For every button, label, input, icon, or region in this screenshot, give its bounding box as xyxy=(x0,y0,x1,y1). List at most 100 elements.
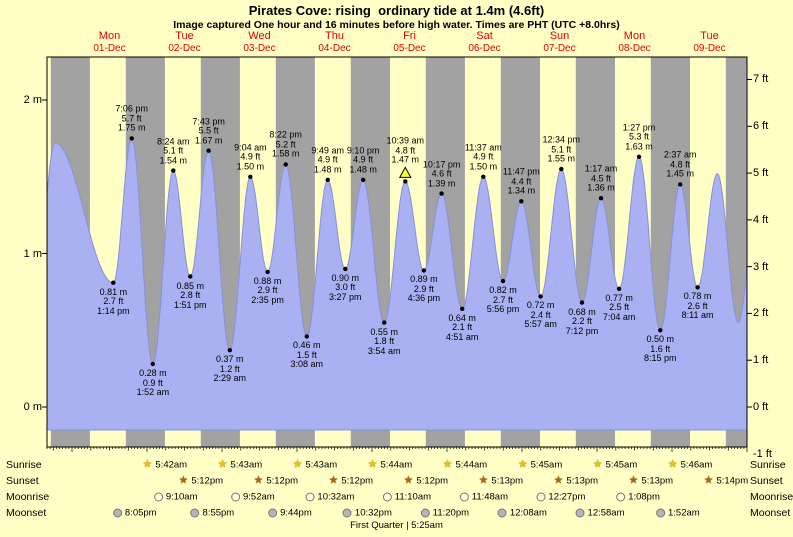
sunrise-entries: ★ 5:42am ★ 5:43am ★ 5:43am ★ 5:44am ★ 5:44am ★ 5:45… xyxy=(0,457,793,472)
sunrise-label-left: Sunrise xyxy=(6,458,42,471)
moonrise-entry: 12:27pm xyxy=(536,491,585,502)
time-label: 5:13pm xyxy=(641,475,674,486)
time-label: 9:52am xyxy=(243,491,275,502)
moonset-entry: 9:44pm xyxy=(268,507,312,518)
time-label: 12:27pm xyxy=(548,491,586,502)
sunset-entry: ★ 5:13pm xyxy=(553,474,599,487)
moonrise-moon-icon xyxy=(616,492,626,501)
time-label: 1:08pm xyxy=(628,491,660,502)
moonset-moon-icon xyxy=(268,508,278,517)
moonset-moon-icon xyxy=(342,508,352,517)
sunrise-row: Sunrise ★ 5:42am ★ 5:43am ★ 5:43am ★ 5:44am ★ 5:4… xyxy=(0,457,793,472)
sunset-star-icon: ★ xyxy=(403,474,414,486)
sunset-entry: ★ 5:12pm xyxy=(178,475,223,487)
moonrise-moon-icon xyxy=(459,492,469,501)
time-label: 11:10am xyxy=(394,491,432,502)
moonset-row: Moonset 8:05pm 8:55pm 9:44pm 10:32pm 11:20pm… xyxy=(0,505,793,520)
moonset-moon-icon xyxy=(112,508,122,517)
time-label: 5:44am xyxy=(380,459,413,470)
sunset-entry: ★ 5:12pm xyxy=(253,475,299,487)
time-label: 5:12pm xyxy=(266,475,299,486)
tide-extremum-dot xyxy=(500,278,506,284)
moon-phase-footer: First Quarter | 5:25am xyxy=(350,520,443,531)
tide-extremum-dot xyxy=(283,162,288,167)
moonrise-entries: 9:10am 9:52am 10:32am 11:10am 11:48am 12:27pm… xyxy=(0,489,793,504)
tide-extremum-dot xyxy=(361,177,366,182)
sunset-entry: ★ 5:14pm xyxy=(703,474,749,487)
tide-extremum-dot xyxy=(150,361,155,367)
moonrise-entry: 11:10am xyxy=(382,491,432,502)
tide-extremum-dot xyxy=(519,199,524,204)
sunset-star-icon: ★ xyxy=(328,474,339,486)
sunrise-star-icon: ★ xyxy=(517,458,528,470)
sunset-star-icon: ★ xyxy=(478,474,489,486)
moonrise-entry: 9:52am xyxy=(231,491,275,502)
tide-extremum-dot xyxy=(421,268,427,273)
sunrise-star-icon: ★ xyxy=(442,458,453,470)
sunset-star-icon: ★ xyxy=(703,474,714,486)
moonset-entry: 11:20pm xyxy=(420,507,469,518)
time-label: 10:32am xyxy=(317,491,355,502)
time-label: 11:48am xyxy=(471,491,509,502)
moonset-label-left: Moonset xyxy=(6,506,47,519)
tide-extremum-dot xyxy=(343,266,348,272)
time-label: 5:12pm xyxy=(341,475,374,486)
sunrise-entry: ★ 5:45am xyxy=(592,458,638,471)
tide-extremum-dot xyxy=(636,154,642,159)
tide-extremum-dot xyxy=(227,348,232,353)
time-label: 8:55pm xyxy=(202,507,235,518)
tide-extremum-dot xyxy=(188,274,193,279)
sunset-entry: ★ 5:13pm xyxy=(629,475,674,487)
moonrise-moon-icon xyxy=(231,492,240,501)
time-label: 12:08am xyxy=(509,507,547,518)
sunrise-entry: ★ 5:42am xyxy=(142,458,188,471)
sunrise-entry: ★ 5:46am xyxy=(667,458,713,471)
time-label: 5:45am xyxy=(605,459,638,470)
sunset-row: Sunset ★ 5:12pm ★ 5:12pm ★ 5:12pm ★ 5:12pm ★ 5:13… xyxy=(0,473,793,488)
sunrise-star-icon: ★ xyxy=(367,458,378,470)
sunset-entry: ★ 5:12pm xyxy=(328,474,374,487)
time-label: 5:45am xyxy=(530,459,563,470)
sunrise-star-icon: ★ xyxy=(592,458,603,470)
tide-extremum-dot xyxy=(171,168,176,173)
time-label: 12:58am xyxy=(587,507,625,518)
sunset-label-right: Sunset xyxy=(750,474,783,487)
tide-extremum-dot xyxy=(616,286,622,291)
sunset-star-icon: ★ xyxy=(553,474,564,486)
time-label: 10:32pm xyxy=(354,507,392,518)
current-time-marker xyxy=(398,166,412,178)
tide-extremum-dot xyxy=(325,177,330,182)
tide-extremum-dot xyxy=(111,280,116,285)
time-label: 5:42am xyxy=(155,459,188,470)
tide-extremum-dot xyxy=(248,174,253,179)
time-label: 8:05pm xyxy=(124,507,157,518)
moonrise-label-right: Moonrise xyxy=(750,490,793,503)
sunrise-star-icon: ★ xyxy=(142,458,153,470)
moonrise-entry: 1:08pm xyxy=(616,491,660,502)
sunset-label-left: Sunset xyxy=(6,474,39,487)
moonset-entries: 8:05pm 8:55pm 9:44pm 10:32pm 11:20pm 12:08am 1… xyxy=(0,505,793,520)
time-label: 5:43am xyxy=(305,459,338,470)
sunrise-star-icon: ★ xyxy=(667,458,678,470)
page-title: Pirates Cove: rising ordinary tide at 1.… xyxy=(248,3,545,18)
sunrise-entry: ★ 5:44am xyxy=(367,458,413,471)
tide-extremum-dot xyxy=(129,136,134,141)
time-label: 5:46am xyxy=(680,459,713,470)
moonset-label-right: Moonset xyxy=(750,506,791,519)
moonset-entry: 1:52am xyxy=(656,507,700,518)
moonset-entry: 8:55pm xyxy=(190,507,235,518)
sunrise-entry: ★ 5:44am xyxy=(442,458,488,471)
tide-extremum-dot xyxy=(439,191,444,196)
sunrise-label-right: Sunrise xyxy=(750,458,786,471)
moonset-entry: 12:08am xyxy=(497,507,547,518)
sunset-entry: ★ 5:12pm xyxy=(403,474,449,487)
tide-extremum-dot xyxy=(481,174,486,179)
moonset-entry: 10:32pm xyxy=(342,507,392,518)
moonrise-entry: 11:48am xyxy=(459,491,509,502)
moonrise-moon-icon xyxy=(536,492,546,501)
time-label: 5:14pm xyxy=(716,475,749,486)
tide-extremum-dot xyxy=(559,166,564,172)
moonrise-entry: 10:32am xyxy=(305,491,354,502)
